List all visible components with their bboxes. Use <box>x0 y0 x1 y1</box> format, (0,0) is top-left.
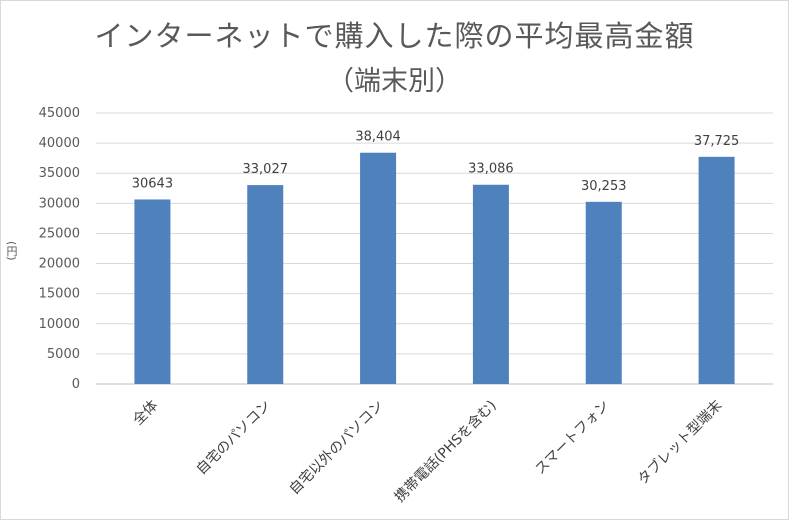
y-tick-label: 45000 <box>39 106 80 121</box>
data-label: 38,404 <box>355 130 401 145</box>
y-tick-label: 5000 <box>47 347 80 362</box>
bar <box>698 156 735 384</box>
y-tick-label: 35000 <box>39 166 80 181</box>
data-label: 30,253 <box>581 179 627 194</box>
data-label: 33,027 <box>243 162 289 177</box>
bar <box>360 152 397 384</box>
x-tick-label: タブレット型端末 <box>634 397 725 488</box>
data-label: 37,725 <box>694 134 740 149</box>
data-label: 33,086 <box>468 162 514 177</box>
x-tick-label: 自宅のパソコン <box>193 398 274 479</box>
y-tick-label: 25000 <box>39 226 80 241</box>
chart-subtitle: （端末別） <box>327 66 462 97</box>
y-axis-label: (円) <box>5 241 18 261</box>
x-tick-label: 自宅以外のパソコン <box>287 398 387 498</box>
x-tick-label: 全体 <box>129 397 161 429</box>
x-tick-label: 携帯電話(PHSを含む) <box>391 397 500 506</box>
x-tick-label: スマートフォン <box>532 398 612 478</box>
y-tick-label: 20000 <box>39 257 80 272</box>
bar <box>472 184 509 384</box>
bar <box>247 185 284 384</box>
y-tick-label: 0 <box>72 377 80 392</box>
chart-title: インターネットで購入した際の平均最高金額 <box>94 19 695 53</box>
bar <box>134 199 171 384</box>
data-label: 30643 <box>132 176 173 191</box>
y-tick-label: 40000 <box>39 136 80 151</box>
y-tick-label: 15000 <box>39 287 80 302</box>
y-tick-label: 30000 <box>39 196 80 211</box>
bar <box>585 201 622 384</box>
y-tick-label: 10000 <box>39 317 80 332</box>
